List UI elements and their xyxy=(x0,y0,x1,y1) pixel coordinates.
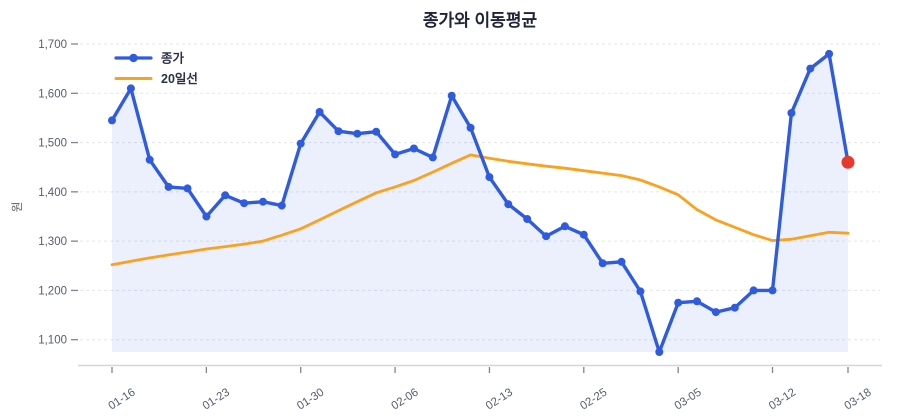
price-point-marker xyxy=(466,123,475,132)
price-point-marker xyxy=(108,116,116,125)
x-tick-label: 02-25 xyxy=(578,386,609,412)
price-point-marker xyxy=(825,49,834,58)
y-tick-label: 1,500 xyxy=(38,138,67,150)
price-point-marker xyxy=(126,84,135,93)
price-point-marker xyxy=(409,144,418,153)
price-point-marker xyxy=(353,129,362,138)
price-point-marker xyxy=(523,215,532,223)
price-point-marker xyxy=(504,200,513,209)
price-point-marker xyxy=(315,108,324,116)
area-fill xyxy=(112,53,848,353)
price-point-marker xyxy=(693,297,701,306)
price-point-marker xyxy=(711,308,720,317)
price-point-marker xyxy=(334,127,343,136)
y-tick-label: 1,400 xyxy=(38,187,67,199)
price-point-marker xyxy=(259,197,267,206)
price-point-marker xyxy=(806,64,815,73)
x-tick-label: 03-12 xyxy=(767,386,798,412)
price-line-series xyxy=(108,49,855,356)
x-tick-label: 02-06 xyxy=(389,386,420,412)
price-point-marker xyxy=(485,173,494,182)
price-point-marker xyxy=(768,286,777,295)
y-tick-labels: 1,100 1,200 1,300 1,400 1,500 1,600 1,700 xyxy=(38,39,67,347)
price-point-marker xyxy=(221,191,230,200)
legend-label-price: 종가 xyxy=(161,51,185,66)
price-point-marker xyxy=(428,153,437,162)
price-point-marker xyxy=(749,286,758,295)
price-point-marker xyxy=(202,212,211,221)
price-area-fill xyxy=(112,53,848,353)
price-point-marker xyxy=(579,230,588,239)
price-point-marker xyxy=(560,222,569,231)
y-tick-label: 1,300 xyxy=(38,236,67,248)
price-point-marker xyxy=(391,150,400,159)
y-tick-label: 1,200 xyxy=(38,285,67,297)
gridlines xyxy=(80,43,880,341)
x-tick-label: 01-23 xyxy=(201,386,232,412)
price-point-marker xyxy=(636,287,645,296)
price-point-marker xyxy=(787,109,796,117)
x-tick-label: 03-05 xyxy=(673,386,704,412)
price-point-marker xyxy=(164,182,173,191)
y-tick-label: 1,100 xyxy=(38,335,67,347)
price-point-marker xyxy=(183,184,192,193)
x-tick-label: 02-13 xyxy=(484,386,515,412)
chart-title: 종가와 이동평균 xyxy=(423,11,538,30)
x-tick-labels: 01-16 01-23 01-30 02-06 02-13 02-25 03-05 03-12… xyxy=(106,386,873,412)
price-point-marker xyxy=(240,199,249,208)
price-point-marker xyxy=(296,139,305,148)
legend-label-ma: 20일선 xyxy=(161,71,198,86)
price-point-marker xyxy=(447,91,456,100)
legend: 종가 20일선 xyxy=(114,51,198,86)
price-point-marker xyxy=(674,298,683,307)
y-tick-label: 1,600 xyxy=(38,88,67,100)
y-axis-title: 원 xyxy=(10,202,24,213)
price-point-marker xyxy=(145,155,154,164)
axes xyxy=(71,43,882,373)
legend-price-marker-icon xyxy=(129,53,138,63)
y-tick-label: 1,700 xyxy=(38,39,67,51)
price-point-marker xyxy=(598,259,607,268)
price-line xyxy=(110,52,850,354)
price-point-marker xyxy=(617,257,626,266)
highlight-last-point-dot xyxy=(841,155,855,169)
price-point-marker xyxy=(372,127,381,136)
x-tick-label: 01-16 xyxy=(106,386,137,412)
price-point-marker xyxy=(542,232,551,241)
price-point-marker xyxy=(655,348,664,356)
x-tick-label: 03-18 xyxy=(842,386,873,412)
x-tick-label: 01-30 xyxy=(295,386,326,412)
price-point-marker xyxy=(730,303,739,312)
price-point-marker xyxy=(277,201,286,210)
